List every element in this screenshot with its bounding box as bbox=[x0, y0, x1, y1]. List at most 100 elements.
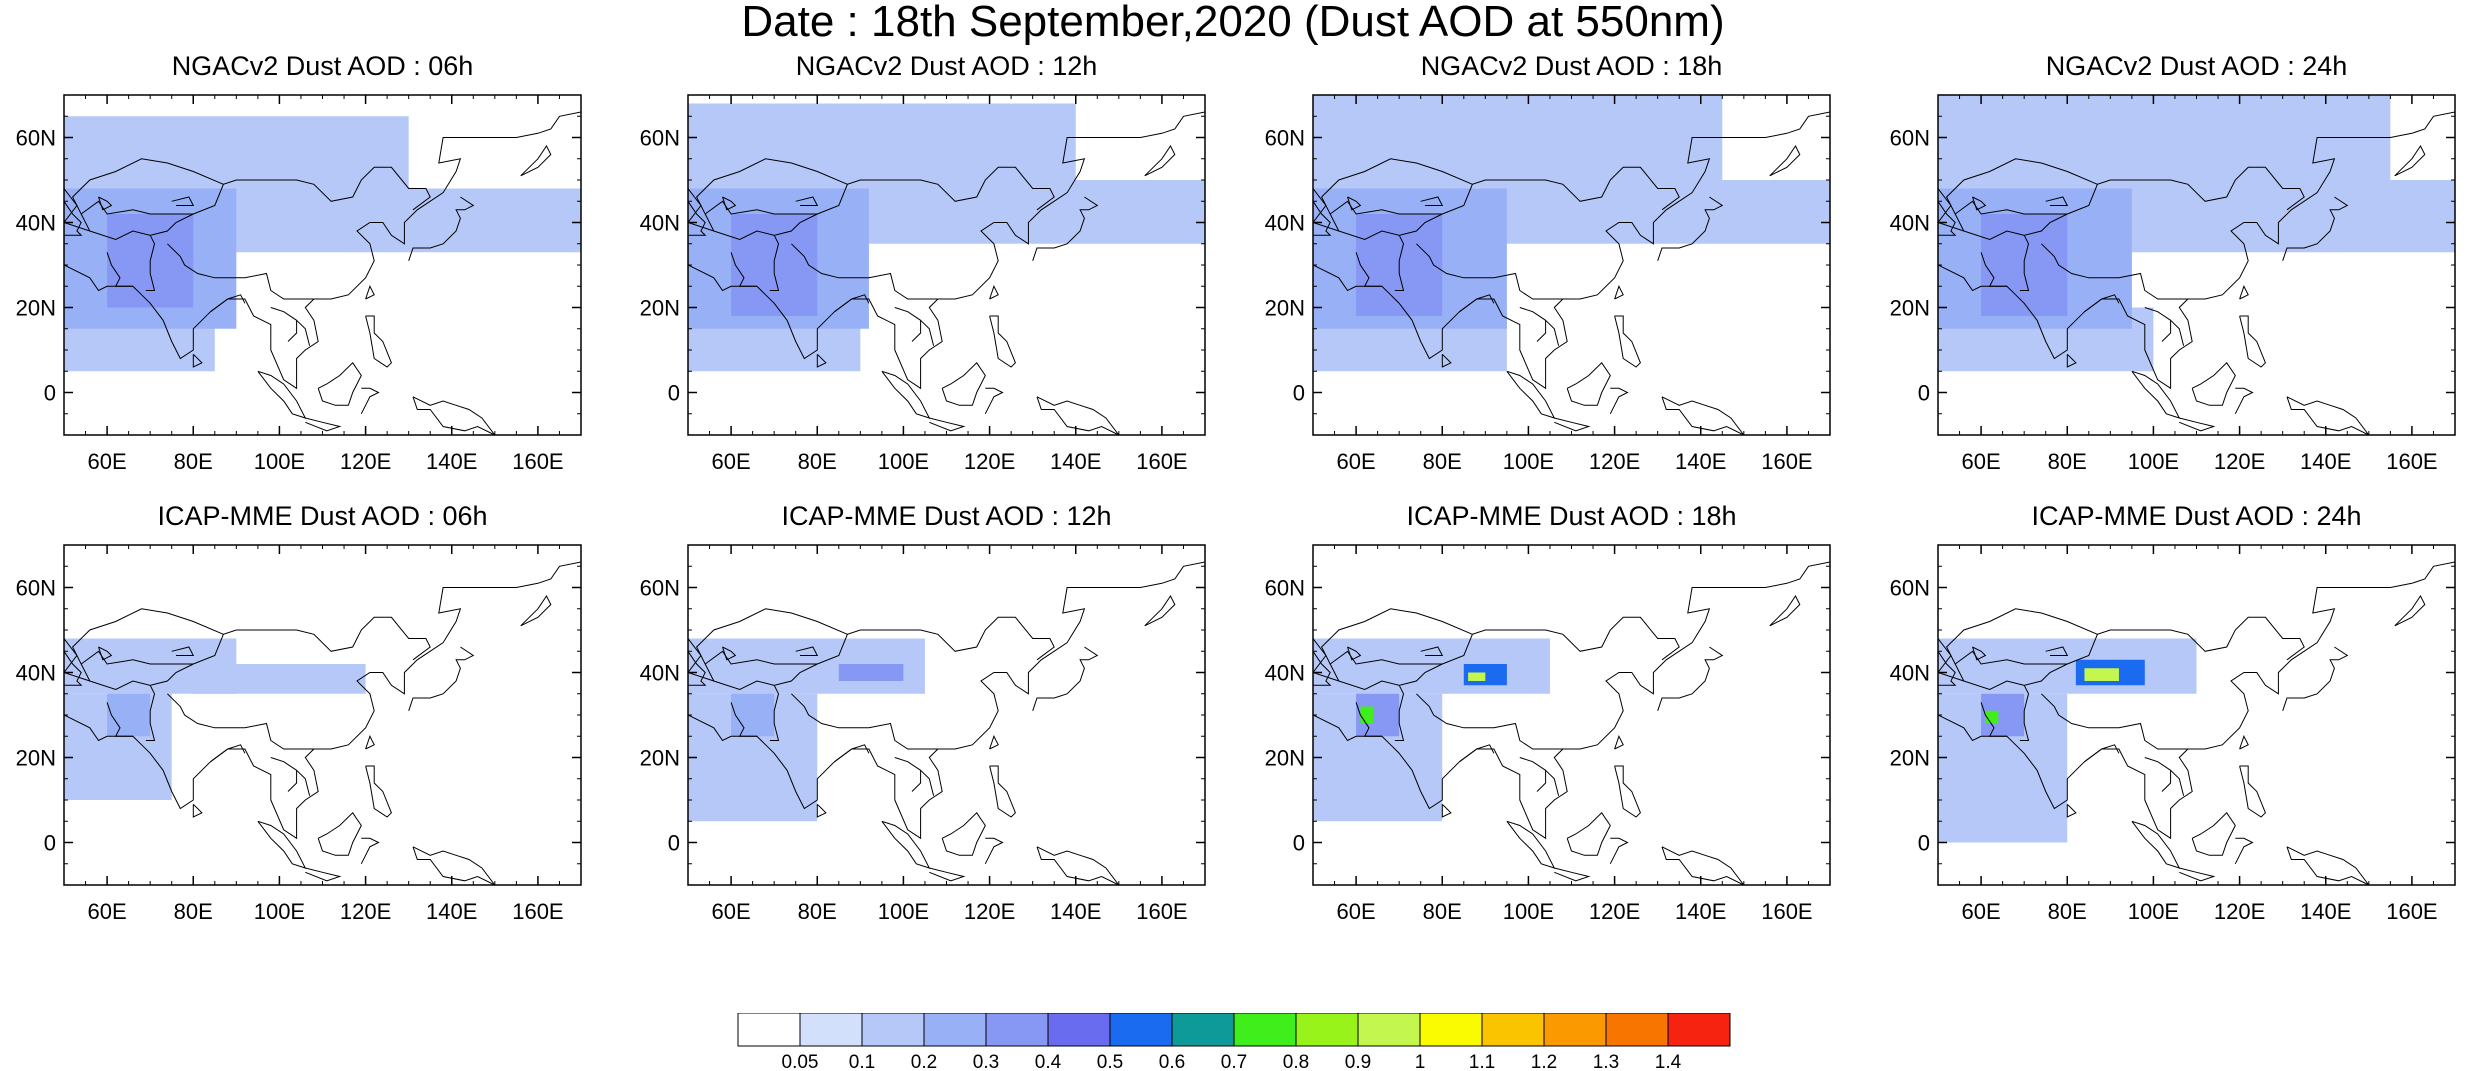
dust-aod-region bbox=[1313, 95, 1723, 202]
coastline bbox=[145, 685, 156, 741]
coastline bbox=[1657, 646, 1724, 711]
coastline bbox=[1394, 685, 1405, 741]
coastline bbox=[2170, 319, 2185, 346]
coastline bbox=[167, 243, 314, 300]
x-tick-label: 60E bbox=[1962, 899, 2001, 924]
dust-aod-region bbox=[1313, 638, 1550, 694]
figure-title: Date : 18th September,2020 (Dust AOD at … bbox=[741, 0, 1725, 46]
coastline bbox=[408, 196, 475, 261]
coastline bbox=[520, 145, 552, 177]
x-tick-label: 160E bbox=[1761, 899, 1812, 924]
panel-title: ICAP-MME Dust AOD : 06h bbox=[157, 501, 488, 531]
coastline bbox=[2019, 685, 2030, 741]
dust-aod-region bbox=[838, 664, 904, 681]
dust-aod-region bbox=[2084, 668, 2119, 681]
y-tick-label: 0 bbox=[1293, 831, 1305, 856]
map-plot: 60E 80E 100E 120E 140E 160E 0 20N 40N 60N bbox=[640, 544, 1206, 924]
coastline bbox=[1329, 650, 1443, 682]
coastline bbox=[1954, 200, 2068, 232]
coastline bbox=[106, 702, 133, 737]
map-panel: ICAP-MME Dust AOD : 12h 60E 80E 100E 120E 14… bbox=[626, 503, 1209, 931]
x-tick-label: 100E bbox=[254, 899, 305, 924]
coastline bbox=[2286, 396, 2370, 435]
panel-title: ICAP-MME Dust AOD : 24h bbox=[2031, 501, 2362, 531]
colorbar-swatch bbox=[1667, 1013, 1731, 1047]
coastline bbox=[71, 158, 224, 215]
coastline bbox=[1938, 561, 2455, 840]
coastline bbox=[317, 812, 362, 856]
coastline bbox=[1661, 846, 1745, 885]
coastline bbox=[2084, 744, 2120, 763]
coastline bbox=[1036, 396, 1120, 435]
x-tick-label: 140E bbox=[426, 899, 477, 924]
colorbar-swatch bbox=[737, 1013, 801, 1047]
coastline bbox=[894, 307, 922, 342]
y-tick-label: 40N bbox=[16, 661, 56, 686]
coastline bbox=[688, 111, 1205, 390]
coastline bbox=[881, 820, 931, 869]
coastline bbox=[1416, 243, 1563, 300]
map-plot: 60E 80E 100E 120E 140E 160E 0 20N 40N 60N bbox=[16, 94, 582, 474]
x-tick-label: 100E bbox=[2128, 899, 2179, 924]
y-tick-label: 60N bbox=[16, 126, 56, 151]
dust-aod-region bbox=[1938, 95, 2391, 202]
coastline bbox=[1661, 396, 1745, 435]
coastline bbox=[1545, 319, 1560, 346]
coastline bbox=[1144, 595, 1176, 627]
coastline bbox=[1519, 307, 1547, 342]
x-tick-label: 120E bbox=[340, 899, 391, 924]
coastline bbox=[106, 252, 133, 287]
coastline bbox=[816, 353, 827, 368]
coastline bbox=[941, 812, 986, 856]
x-tick-label: 80E bbox=[798, 449, 837, 474]
coastline bbox=[984, 837, 1004, 865]
coastline bbox=[2179, 867, 2216, 882]
colorbar-swatch bbox=[1295, 1013, 1359, 1047]
coastline bbox=[1980, 702, 2007, 737]
coastline bbox=[1506, 370, 1556, 419]
map-panel: NGACv2 Dust AOD : 06h 60E 80E 100E 120E 140E… bbox=[2, 53, 585, 481]
coastline bbox=[1320, 158, 1473, 215]
coastline bbox=[167, 693, 314, 750]
panel-title: NGACv2 Dust AOD : 24h bbox=[2045, 51, 2348, 81]
coastline bbox=[64, 166, 431, 241]
coastline bbox=[317, 362, 362, 406]
coastline bbox=[941, 362, 986, 406]
colorbar-label: 0.3 bbox=[973, 1052, 999, 1071]
x-tick-label: 60E bbox=[712, 449, 751, 474]
coastline bbox=[80, 200, 194, 232]
coastline bbox=[360, 387, 380, 415]
coastline bbox=[1313, 616, 1680, 691]
colorbar-label: 1 bbox=[1415, 1052, 1426, 1071]
y-tick-label: 20N bbox=[1265, 746, 1305, 771]
x-tick-label: 160E bbox=[1136, 899, 1187, 924]
coastline bbox=[1545, 769, 1560, 796]
y-tick-label: 60N bbox=[640, 576, 680, 601]
coastline bbox=[2394, 595, 2426, 627]
colorbar-label: 0.9 bbox=[1345, 1052, 1371, 1071]
coastline bbox=[1938, 166, 2305, 241]
coastline bbox=[1441, 803, 1452, 818]
coastline bbox=[695, 158, 848, 215]
coastline bbox=[210, 294, 246, 313]
x-tick-label: 100E bbox=[1503, 449, 1554, 474]
colorbar-label: 1.2 bbox=[1531, 1052, 1557, 1071]
panel-title: NGACv2 Dust AOD : 06h bbox=[171, 51, 474, 81]
map-panel: ICAP-MME Dust AOD : 06h 60E 80E 100E 120E 14… bbox=[2, 503, 585, 931]
map-panel: NGACv2 Dust AOD : 12h 60E 80E 100E 120E 140E… bbox=[626, 53, 1209, 481]
coastline bbox=[795, 646, 819, 656]
coastline bbox=[1657, 196, 1724, 261]
coastline bbox=[881, 370, 931, 419]
colorbar-swatch bbox=[799, 1013, 863, 1047]
y-tick-label: 20N bbox=[640, 746, 680, 771]
coastline bbox=[929, 417, 966, 432]
coastline bbox=[365, 315, 392, 368]
coastline bbox=[1355, 702, 1382, 737]
colorbar-label: 0.7 bbox=[1221, 1052, 1247, 1071]
coastline bbox=[2019, 235, 2030, 291]
coastline bbox=[2131, 370, 2181, 419]
x-tick-label: 60E bbox=[712, 899, 751, 924]
coastline bbox=[1954, 650, 2068, 682]
dust-aod-region bbox=[1938, 638, 2197, 694]
dust-aod-region bbox=[64, 116, 409, 202]
